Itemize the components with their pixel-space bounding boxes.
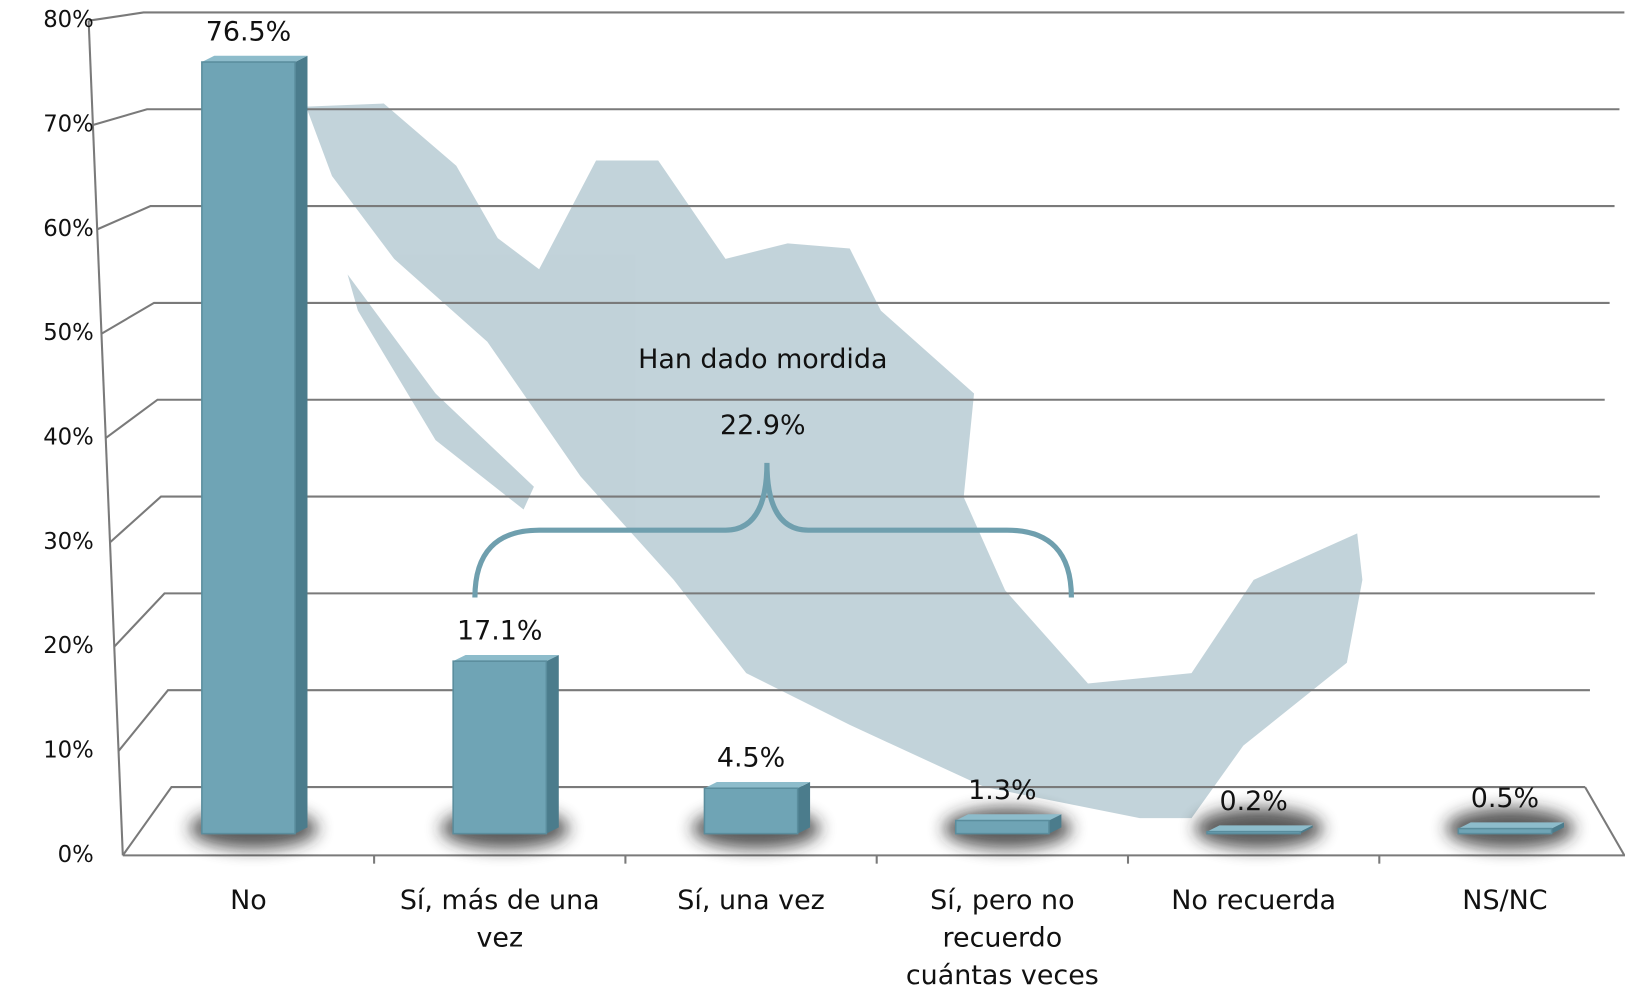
value-label: 17.1% <box>457 616 542 647</box>
bar-top <box>704 782 811 789</box>
bracket-label: Han dado mordida <box>638 344 887 375</box>
grid-line <box>96 205 1615 231</box>
x-tick-label-box: Sí, más de una vez <box>399 885 600 954</box>
grid-line <box>121 785 1586 856</box>
bar <box>201 61 296 835</box>
bar-side <box>1048 814 1062 834</box>
x-tick-label: NS/NC <box>1462 885 1548 917</box>
bar <box>452 660 548 835</box>
x-tick-label-box: No recuerda <box>1171 885 1337 917</box>
y-tick-label: 50% <box>43 320 94 346</box>
labels: 0% 10% 20% 30% 40% 50% 60% 70% 80% 76.5% No 17.1% Sí… <box>43 7 1548 991</box>
map-background <box>306 103 1363 819</box>
value-label: 0.5% <box>1471 783 1539 814</box>
grid-line <box>92 108 1620 127</box>
value-label: 0.2% <box>1219 786 1287 817</box>
y-tick-label: 20% <box>43 633 94 659</box>
bar-top <box>1207 825 1313 832</box>
x-tick-label: Sí, pero no recuerdo cuántas veces <box>905 885 1099 991</box>
bar-top <box>453 654 559 662</box>
y-tick-label: 60% <box>43 216 94 242</box>
value-label: 76.5% <box>206 17 291 48</box>
floor <box>122 786 1625 857</box>
bar-top <box>955 814 1062 821</box>
bar-top <box>1458 822 1564 829</box>
bar-side <box>295 55 308 834</box>
bar-side <box>1551 822 1564 834</box>
grid <box>87 11 1625 864</box>
bars <box>189 55 1575 850</box>
x-tick-label-box: Sí, pero no recuerdo cuántas veces <box>905 885 1099 991</box>
bar <box>1457 827 1553 835</box>
bar <box>703 787 799 835</box>
value-label: 4.5% <box>717 743 785 774</box>
y-tick-label: 30% <box>43 529 94 555</box>
x-tick-label-box: No <box>230 885 267 917</box>
y-tick-label: 10% <box>43 738 94 764</box>
x-tick-label: Sí, más de una vez <box>399 885 600 954</box>
bar-side <box>1300 825 1313 834</box>
y-tick-label: 80% <box>43 7 94 33</box>
x-tick-label: Sí, una vez <box>677 885 825 917</box>
bar <box>954 819 1050 835</box>
grid-line <box>109 495 1600 544</box>
x-tick-label-box: Sí, una vez <box>677 885 825 917</box>
grid-line <box>113 592 1595 648</box>
y-tick-label: 70% <box>43 112 94 138</box>
bar-side <box>546 654 559 834</box>
bar-side <box>797 782 811 834</box>
x-tick-label: No recuerda <box>1171 885 1337 917</box>
bracket <box>472 462 1074 598</box>
grid-line <box>117 689 1590 752</box>
grid-line <box>100 301 1610 335</box>
grid-line <box>88 11 1625 22</box>
x-tick-label-box: NS/NC <box>1462 885 1548 917</box>
bar-top <box>201 55 308 63</box>
grid-line <box>105 398 1605 439</box>
y-tick-label: 0% <box>58 842 94 868</box>
bar <box>1206 830 1302 835</box>
y-axis <box>87 20 124 856</box>
x-tick-label: No <box>230 885 267 917</box>
bracket-value: 22.9% <box>720 410 805 441</box>
value-label: 1.3% <box>968 775 1036 806</box>
y-tick-label: 40% <box>43 425 94 451</box>
